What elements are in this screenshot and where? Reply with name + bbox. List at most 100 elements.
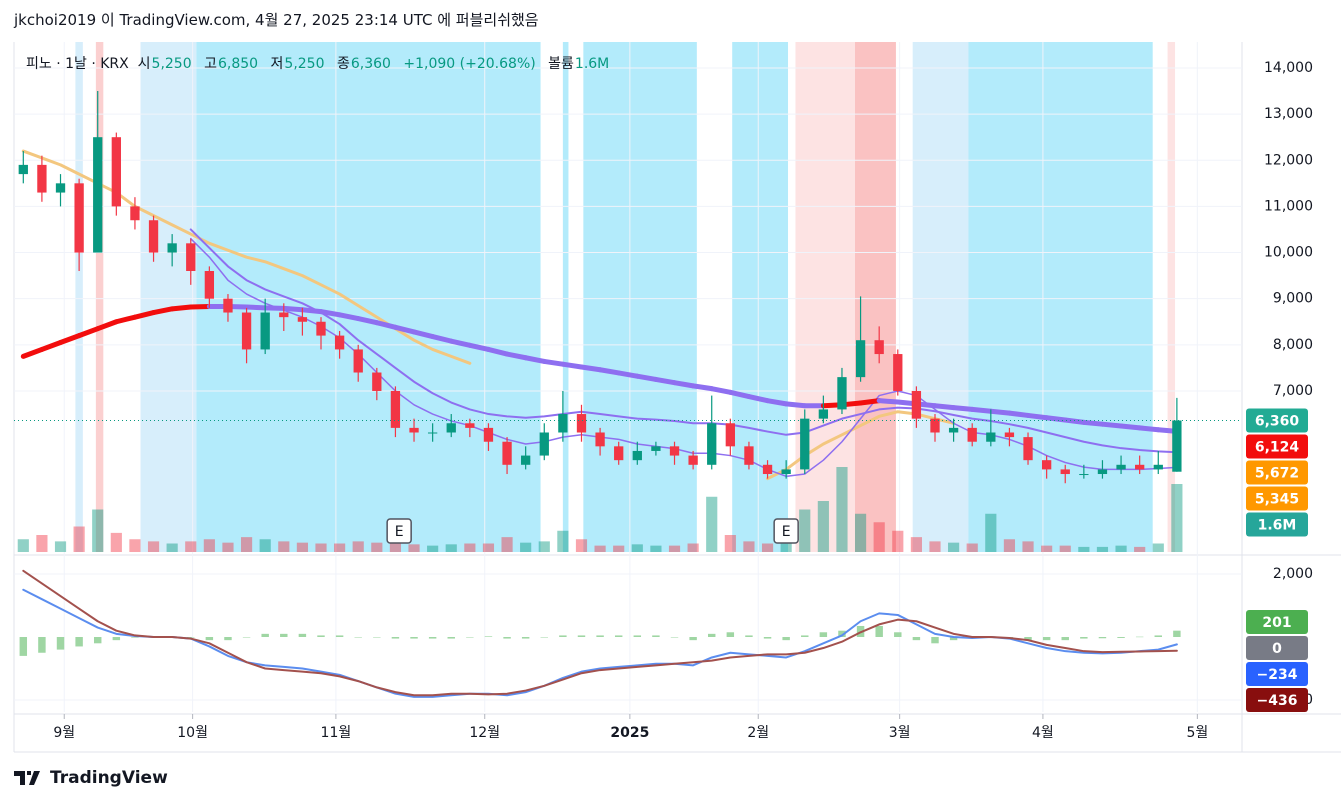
indicator-segment: [151, 306, 175, 316]
candle-body: [1004, 432, 1015, 438]
signal-region: [140, 42, 197, 552]
volume-bar: [892, 530, 904, 552]
volume-bar: [538, 541, 550, 552]
candle-body: [800, 418, 810, 470]
candle-body: [1079, 474, 1089, 476]
event-marker: [773, 518, 799, 544]
histogram-bar: [335, 635, 344, 638]
histogram-bar: [131, 637, 139, 638]
candle-body: [744, 446, 754, 465]
footer[interactable]: TradingView: [14, 768, 168, 788]
candle-body: [986, 432, 996, 442]
volume-bar: [501, 537, 513, 552]
indicator-segment: [523, 355, 547, 364]
candle-body: [297, 317, 308, 322]
indicator-segment: [672, 380, 696, 389]
volume-bar: [668, 545, 681, 552]
y-tick-label: 13,000: [1264, 106, 1313, 122]
indicator-segment: [95, 319, 119, 332]
price-badge-label: −234: [1257, 667, 1298, 683]
event-marker: [386, 518, 412, 544]
histogram-bar: [912, 637, 921, 641]
indicator-segment: [504, 351, 529, 361]
indicator-segment: [951, 405, 975, 412]
indicator-segment: [560, 361, 584, 370]
candle-body: [707, 423, 717, 465]
candle-body: [55, 183, 66, 193]
price-badge-label: −436: [1257, 693, 1298, 709]
signal-region: [854, 42, 896, 552]
candle-body: [465, 423, 475, 428]
legend: 피노 · 1날 · KRX 시5,250 고6,850 저5,250 종6,36…: [26, 53, 617, 73]
indicator-segment: [653, 376, 678, 386]
histogram-bar: [1024, 637, 1032, 641]
candle-body: [1060, 469, 1070, 475]
indicator-segment: [355, 316, 380, 326]
volume-bar: [873, 522, 885, 552]
volume-bar: [985, 513, 997, 552]
volume-bar: [929, 541, 941, 552]
indicator-segment: [969, 406, 994, 414]
volume-bar: [854, 513, 867, 552]
volume-bar: [761, 543, 774, 552]
candle-body: [1023, 437, 1033, 461]
histogram-bar: [931, 637, 939, 644]
histogram-bar: [391, 637, 400, 639]
logo: [14, 771, 40, 785]
histogram-bar: [763, 637, 772, 639]
chart: 7,000 8,000 9,000 10,000 11,000 12,000 13,000 1…: [13, 42, 1341, 753]
x-tick-label: 11월: [321, 725, 352, 741]
indicator-segment: [485, 346, 510, 357]
legend-key: 고: [204, 56, 217, 72]
indicator-segment: [169, 304, 194, 312]
legend-key: 시: [137, 56, 151, 72]
indicator-line: [189, 228, 1178, 454]
volume-bar: [966, 543, 978, 552]
candle-body: [483, 427, 494, 442]
candle-body: [372, 372, 382, 391]
price-badge-label: 0: [1272, 641, 1282, 657]
candle-body: [427, 432, 438, 434]
volume-bar: [1003, 539, 1016, 552]
y-tick-label: 8,000: [1273, 337, 1313, 353]
indicator-segment: [132, 310, 157, 320]
candle-body: [725, 423, 735, 447]
symbol: 피노 · 1날 · KRX: [26, 56, 129, 72]
price-badge: [1246, 460, 1308, 485]
volume-bar: [54, 541, 67, 552]
volume-bar: [110, 532, 122, 552]
candle-body: [818, 409, 829, 419]
candle-body: [223, 298, 233, 313]
volume-bar: [520, 542, 532, 552]
signal-region: [95, 42, 104, 552]
candle-body: [316, 321, 326, 336]
indicator-segment: [709, 386, 733, 395]
price-badge-label: 1.6M: [1258, 517, 1297, 533]
volume-bar: [1022, 541, 1034, 552]
legend-value: 5,250: [151, 56, 192, 72]
indicator-segment: [616, 370, 640, 379]
volume-bar: [1115, 545, 1127, 552]
histogram-bar: [782, 637, 790, 641]
y-tick-label: 12,000: [1264, 152, 1313, 168]
candle-body: [167, 243, 177, 253]
indicator-segment: [1118, 423, 1143, 431]
histogram-bar: [1117, 637, 1125, 638]
indicator-line: [22, 569, 1178, 697]
indicator-segment: [58, 333, 82, 346]
candle-body: [1097, 469, 1108, 475]
candle-body: [762, 464, 773, 475]
candle-body: [948, 427, 959, 433]
candle-body: [130, 206, 140, 221]
indicator-line: [766, 410, 956, 481]
signal-region: [1167, 42, 1176, 552]
candle-body: [390, 390, 401, 428]
x-tick-label: 2월: [747, 725, 769, 741]
price-badge: [1246, 662, 1308, 686]
histogram-bar: [242, 637, 251, 638]
volume-bar: [743, 541, 755, 552]
histogram-bar: [540, 637, 548, 638]
indicator-segment: [113, 314, 138, 325]
histogram-bar: [708, 633, 716, 638]
indicator-segment: [374, 320, 398, 330]
